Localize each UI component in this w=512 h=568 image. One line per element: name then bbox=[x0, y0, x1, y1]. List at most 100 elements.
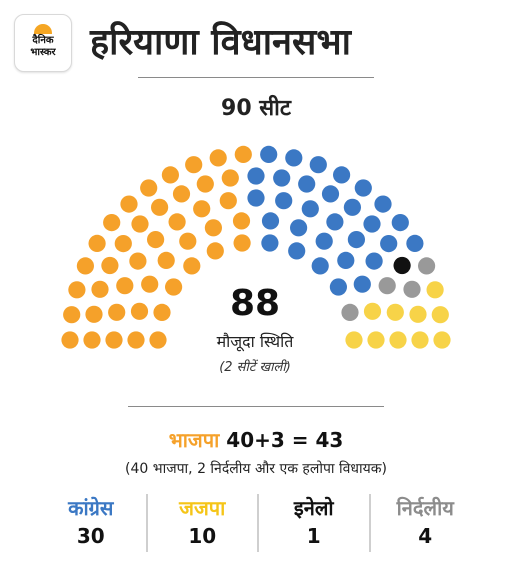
seat-dot bbox=[378, 277, 396, 295]
current-strength-number: 88 bbox=[229, 283, 281, 324]
party-seat-count: 1 bbox=[306, 524, 321, 548]
logo-line-1: दैनिक bbox=[32, 35, 54, 46]
seat-dot bbox=[101, 256, 119, 275]
seat-dot bbox=[193, 200, 211, 218]
seat-dot bbox=[103, 214, 121, 232]
seat-dot bbox=[337, 251, 355, 269]
seat-dot bbox=[261, 212, 280, 230]
seat-dot bbox=[411, 331, 429, 349]
title-divider bbox=[138, 77, 374, 78]
party-seat-count: 10 bbox=[188, 524, 217, 548]
seat-dot bbox=[129, 252, 147, 270]
seat-dot bbox=[63, 306, 81, 324]
seat-dot bbox=[273, 169, 291, 187]
seat-dot bbox=[61, 331, 79, 349]
party-congress: कांग्रेस 30 bbox=[36, 494, 146, 552]
dainik-bhaskar-logo: दैनिक भास्कर bbox=[14, 14, 72, 72]
seat-dot bbox=[172, 185, 191, 203]
seat-dot bbox=[326, 213, 344, 231]
seat-dot bbox=[141, 275, 159, 293]
seat-dot bbox=[406, 234, 424, 252]
seat-dot bbox=[363, 215, 381, 233]
seat-dot bbox=[165, 278, 183, 296]
bjp-note: (40 भाजपा, 2 निर्दलीय और एक हलोपा विधायक… bbox=[125, 461, 387, 477]
seat-dot bbox=[389, 331, 407, 349]
party-inld: इनेलो 1 bbox=[257, 494, 369, 552]
page-title: हरियाणा विधानसभा bbox=[90, 22, 352, 63]
seat-dot bbox=[260, 145, 278, 163]
seat-dot bbox=[354, 179, 372, 197]
party-name: इनेलो bbox=[293, 496, 334, 520]
logo-sun-icon bbox=[34, 24, 52, 34]
seat-dot bbox=[418, 257, 436, 275]
seat-dot bbox=[140, 179, 158, 197]
bjp-total: 40+3 = 43 bbox=[226, 428, 344, 452]
seat-dot bbox=[233, 234, 251, 252]
seat-dot bbox=[157, 251, 175, 269]
seat-dot bbox=[151, 198, 169, 216]
chart-divider bbox=[128, 406, 384, 407]
seat-dot bbox=[393, 256, 411, 275]
parliament-seat-chart bbox=[61, 145, 451, 349]
party-summary-row: कांग्रेस 30 जजपा 10 इनेलो 1 निर्दलीय 4 bbox=[36, 494, 480, 552]
seat-dot bbox=[285, 149, 303, 167]
total-seats-label: 90 सीट bbox=[221, 96, 291, 121]
bjp-name: भाजपा bbox=[168, 428, 220, 452]
seat-dot bbox=[91, 280, 109, 298]
seat-dot bbox=[391, 214, 409, 232]
seat-dot bbox=[311, 257, 329, 275]
seat-dot bbox=[403, 280, 421, 298]
seat-dot bbox=[301, 200, 319, 218]
seat-dot bbox=[204, 219, 222, 237]
seat-dot bbox=[374, 195, 392, 213]
seat-dot bbox=[108, 303, 126, 321]
seat-dot bbox=[105, 331, 123, 349]
seat-dot bbox=[221, 169, 239, 187]
seat-dot bbox=[365, 252, 383, 270]
logo-line-2: भास्कर bbox=[30, 47, 56, 58]
seat-dot bbox=[116, 277, 134, 295]
seat-dot bbox=[185, 156, 203, 174]
vacant-seats-note: (2 सीटें खाली) bbox=[219, 360, 291, 375]
seat-dot bbox=[114, 235, 132, 253]
seat-dot bbox=[343, 198, 361, 216]
seat-dot bbox=[363, 302, 382, 320]
seat-dot bbox=[234, 145, 252, 163]
seat-dot bbox=[68, 281, 86, 299]
seat-dot bbox=[409, 305, 427, 323]
seat-dot bbox=[153, 303, 171, 321]
seat-dot bbox=[247, 189, 265, 207]
party-name: निर्दलीय bbox=[396, 496, 454, 520]
seat-dot bbox=[88, 234, 106, 252]
seat-dot bbox=[232, 212, 251, 230]
seat-dot bbox=[321, 185, 340, 203]
seat-dot bbox=[315, 232, 333, 250]
seat-dot bbox=[247, 167, 265, 185]
seat-dot bbox=[261, 234, 279, 252]
seat-dot bbox=[290, 219, 308, 237]
seat-dot bbox=[147, 231, 165, 249]
bjp-summary: भाजपा 40+3 = 43 bbox=[0, 426, 512, 453]
seat-dot bbox=[131, 215, 149, 233]
seat-dot bbox=[367, 331, 385, 349]
seat-dot bbox=[298, 175, 316, 193]
party-seat-count: 30 bbox=[76, 524, 105, 548]
seat-dot bbox=[431, 306, 449, 324]
seat-dot bbox=[347, 231, 365, 249]
party-independent: निर्दलीय 4 bbox=[368, 494, 481, 552]
seat-dot bbox=[206, 242, 224, 260]
status-label: मौजूदा स्थिति bbox=[216, 332, 294, 351]
seat-dot bbox=[120, 195, 138, 213]
seat-dot bbox=[333, 166, 351, 184]
seat-dot bbox=[149, 331, 167, 349]
seat-dot bbox=[85, 305, 103, 323]
seat-dot bbox=[130, 302, 149, 320]
seat-dot bbox=[380, 235, 398, 253]
seat-dot bbox=[309, 156, 327, 174]
seat-dot bbox=[353, 275, 371, 293]
seat-dot bbox=[76, 257, 94, 275]
party-name: जजपा bbox=[179, 496, 226, 520]
seat-dot bbox=[161, 166, 179, 184]
seat-dot bbox=[183, 257, 201, 275]
seat-dot bbox=[288, 242, 306, 260]
